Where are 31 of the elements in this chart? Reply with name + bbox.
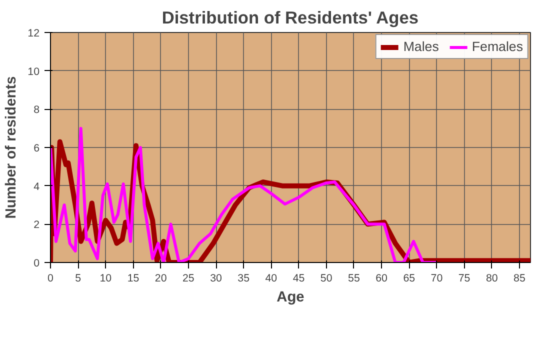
x-tick-label: 20 (154, 272, 167, 284)
x-tick-label: 5 (75, 272, 82, 284)
x-tick-label: 85 (514, 272, 526, 284)
x-tick-label: 10 (100, 272, 112, 284)
x-tick-label: 0 (48, 272, 54, 284)
legend-label: Females (472, 39, 523, 54)
x-tick-label: 25 (182, 272, 194, 284)
y-tick-label: 10 (28, 66, 40, 78)
y-tick-label: 2 (34, 219, 40, 232)
x-tick-label: 70 (430, 272, 443, 284)
legend-label: Males (403, 39, 439, 54)
y-tick-label: 0 (34, 258, 40, 270)
chart-title: Distribution of Residents' Ages (162, 8, 419, 28)
x-tick-label: 40 (265, 272, 278, 284)
y-tick-label: 6 (34, 142, 40, 154)
x-tick-label: 45 (292, 272, 305, 284)
x-tick-label: 60 (376, 272, 388, 284)
x-tick-label: 35 (238, 272, 250, 284)
x-tick-label: 55 (348, 272, 360, 284)
y-tick-label: 8 (34, 104, 40, 116)
y-tick-label: 4 (34, 180, 40, 193)
x-tick-label: 80 (486, 272, 498, 284)
y-tick-label: 12 (28, 28, 40, 40)
x-axis-title: Age (276, 290, 304, 306)
x-tick-label: 15 (127, 272, 140, 284)
x-tick-label: 65 (403, 272, 416, 284)
line-series (50, 126, 438, 262)
x-tick-label: 75 (458, 272, 470, 284)
x-tick-label: 30 (210, 272, 222, 284)
x-tick-label: 50 (320, 272, 332, 284)
y-axis-title: Number of residents (4, 76, 20, 219)
